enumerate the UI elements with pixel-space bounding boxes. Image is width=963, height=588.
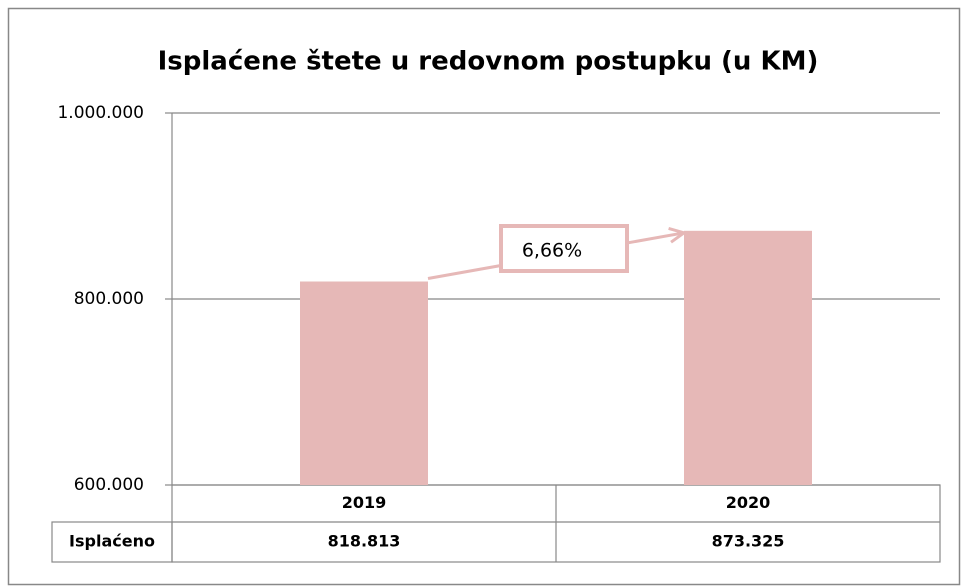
y-tick-label: 1.000.000: [57, 103, 144, 123]
bar: [300, 281, 428, 485]
bar: [684, 230, 812, 485]
chart-title: Isplaćene štete u redovnom postupku (u K…: [158, 47, 819, 77]
y-tick-label: 800.000: [74, 289, 144, 309]
x-tick-label: 2020: [726, 493, 771, 512]
value-label: 818.813: [328, 532, 401, 551]
annotation-box: [499, 224, 629, 273]
arrow-head: [668, 227, 688, 244]
chart-border: [7, 7, 961, 586]
table-row-header: [51, 521, 173, 563]
value-label: 873.325: [712, 532, 785, 551]
x-tick-label: 2019: [342, 493, 387, 512]
series-name: Isplaćeno: [69, 532, 155, 551]
y-tick-label: 600.000: [74, 475, 144, 495]
annotation: 6,66%: [522, 240, 582, 262]
